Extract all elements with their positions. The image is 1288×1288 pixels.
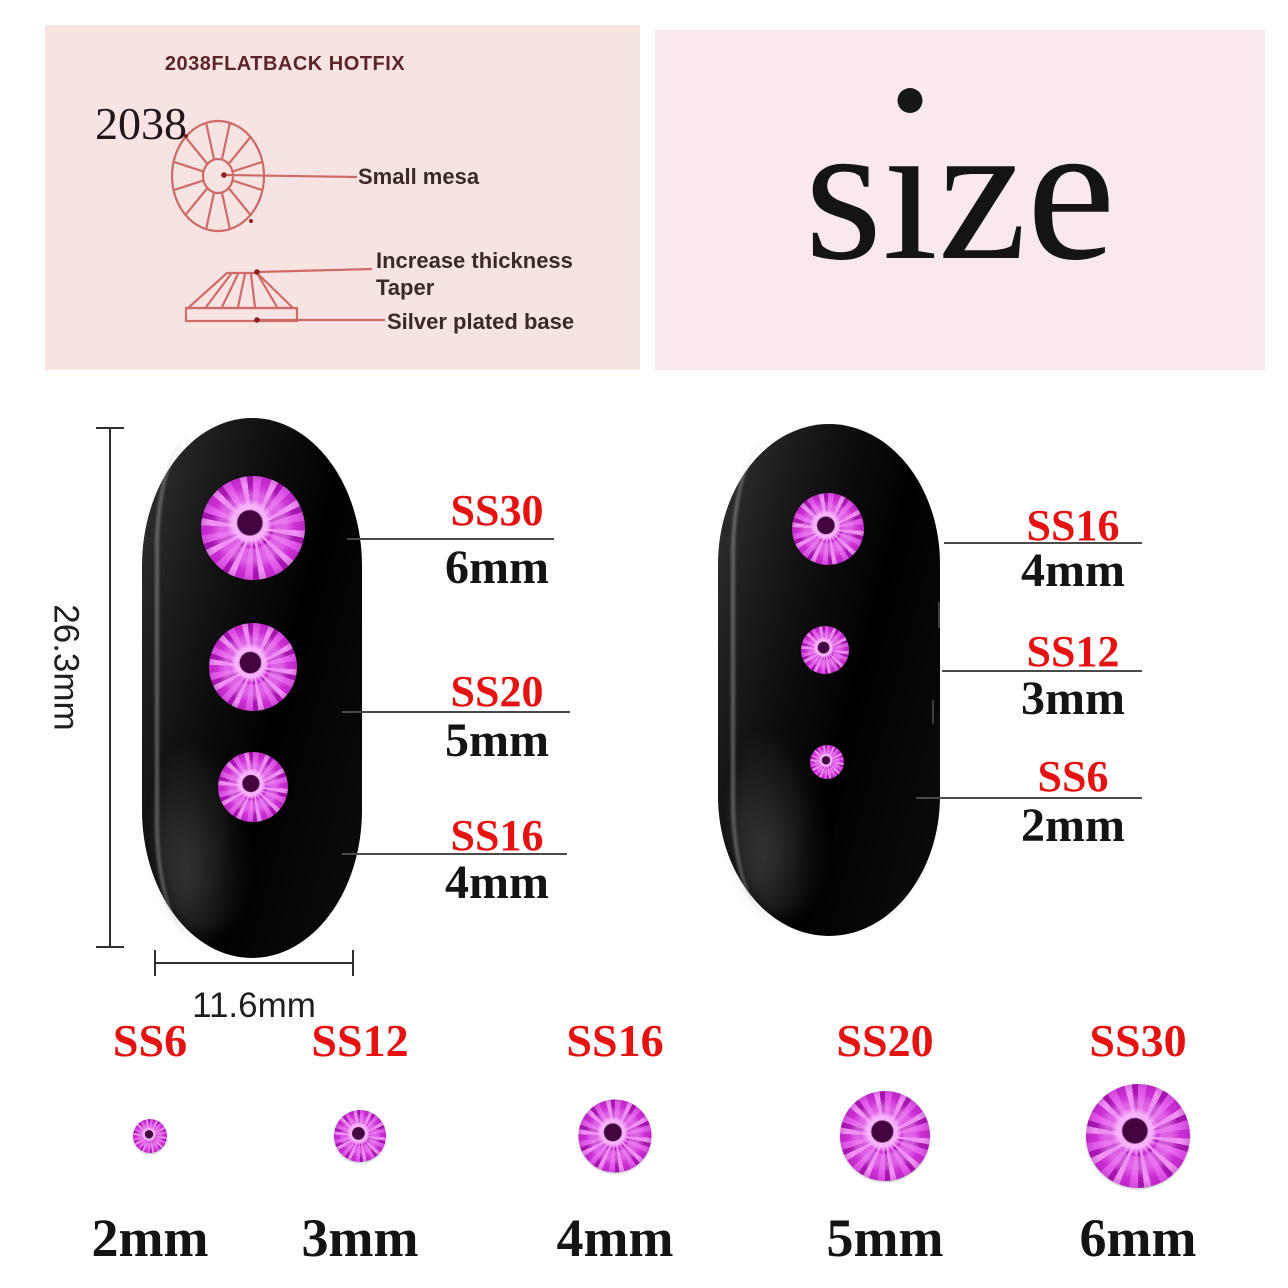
gem-ss16-left <box>218 752 288 822</box>
model-number: 2038 <box>95 98 187 149</box>
callout-line <box>916 797 1142 799</box>
gem-ss20-sample <box>840 1091 930 1181</box>
width-dimension-line <box>155 962 353 964</box>
leader-tick <box>938 602 940 628</box>
gem-ss30-sample <box>1086 1084 1190 1188</box>
size-row-item: SS16 4mm <box>525 1018 705 1274</box>
gem-ss6-sample <box>133 1119 167 1153</box>
gem-ss20 <box>209 623 297 711</box>
size-mm: 6mm <box>1079 1208 1197 1268</box>
callout-size: 5mm <box>445 714 549 767</box>
callout-code: SS12 <box>1026 627 1120 676</box>
nail-width-label: 11.6mm <box>192 986 316 1025</box>
size-letter-i: ı <box>882 81 938 302</box>
callout-size: 6mm <box>445 541 549 594</box>
callout-line <box>942 670 1142 672</box>
size-title: sı ze <box>655 81 1265 302</box>
size-row-item: SS20 5mm <box>795 1018 975 1274</box>
size-code: SS16 <box>566 1015 664 1066</box>
rhinestone-diagram <box>170 119 385 323</box>
callout-size: 4mm <box>445 856 549 909</box>
callout-code: SS6 <box>1037 752 1109 801</box>
callout-increase-thickness: Increase thickness <box>376 248 573 273</box>
callout-small-mesa: Small mesa <box>358 164 480 189</box>
callout-size: 4mm <box>1021 544 1125 597</box>
i-dot-icon <box>897 88 923 113</box>
dimension-cap <box>352 950 354 976</box>
dimension-cap <box>154 950 156 976</box>
nail-height-label: 26.3mm <box>46 604 86 731</box>
callout-line <box>342 853 567 855</box>
height-dimension-line <box>109 428 111 948</box>
gem-ss16-sample <box>578 1099 652 1173</box>
gem-ss16-right <box>792 493 864 565</box>
callout-code: SS16 <box>450 811 544 860</box>
size-row-item: SS6 2mm <box>60 1018 240 1274</box>
size-code: SS20 <box>836 1015 934 1066</box>
dimension-cap <box>96 427 124 429</box>
spec-title: 2038FLATBACK HOTFIX <box>164 53 406 75</box>
callout-line <box>342 711 570 713</box>
callout-code: SS16 <box>1026 501 1120 550</box>
gem-ss12 <box>801 626 849 674</box>
callout-taper: Taper <box>376 275 435 300</box>
leader-tick <box>932 700 934 724</box>
size-letter-s: s <box>804 81 883 302</box>
spec-panel: 2038FLATBACK HOTFIX 2038 Small mesa Incr… <box>45 25 640 370</box>
callout-code: SS20 <box>450 667 544 716</box>
gem-ss6 <box>810 745 844 779</box>
size-mm: 2mm <box>91 1208 209 1268</box>
callout-line <box>944 542 1142 544</box>
callout-size: 2mm <box>1021 799 1125 852</box>
gem-ss12-sample <box>334 1110 386 1162</box>
callout-size: 3mm <box>1021 672 1125 725</box>
size-mm: 3mm <box>301 1208 419 1268</box>
callout-silver-plated-base: Silver plated base <box>387 309 575 334</box>
size-code: SS12 <box>311 1015 409 1066</box>
size-row-item: SS30 6mm <box>1048 1018 1228 1274</box>
size-row-item: SS12 3mm <box>270 1018 450 1274</box>
callout-line <box>347 538 554 540</box>
dimension-cap <box>96 946 124 948</box>
size-code: SS30 <box>1089 1015 1187 1066</box>
size-mm: 4mm <box>556 1208 674 1268</box>
size-letters-ze: ze <box>937 81 1116 302</box>
gem-ss30 <box>201 476 305 580</box>
size-mm: 5mm <box>826 1208 944 1268</box>
size-code: SS6 <box>112 1015 188 1066</box>
size-panel: sı ze <box>655 30 1265 370</box>
callout-code: SS30 <box>450 486 544 535</box>
